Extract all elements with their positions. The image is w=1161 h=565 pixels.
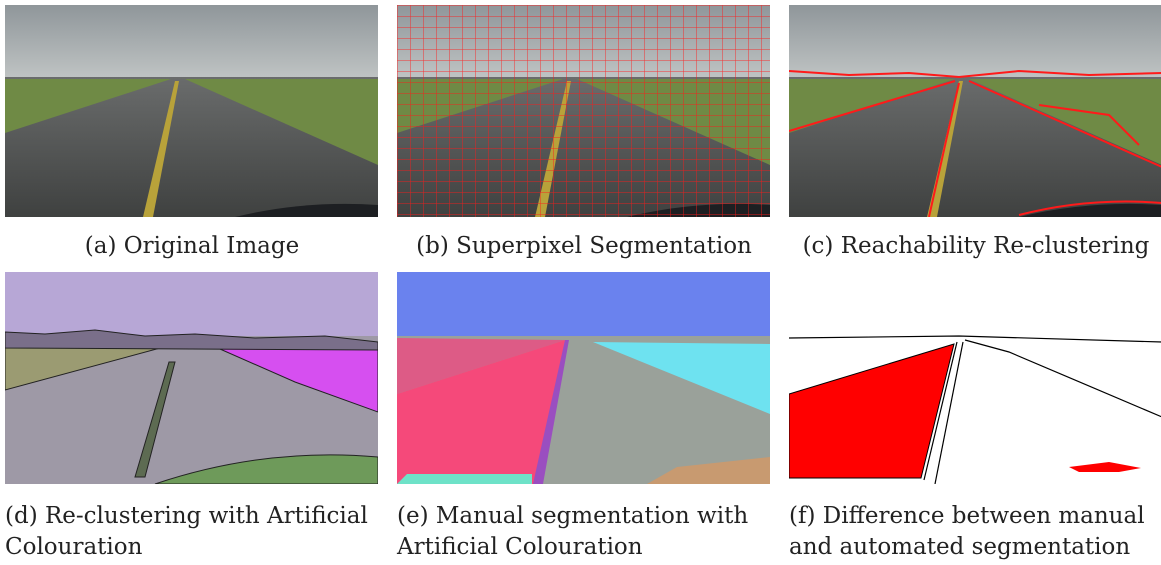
caption: (a) Original Image <box>2 231 382 262</box>
figure: (a) Original Image (b) Superpixel Segmen… <box>0 0 1161 565</box>
caption: (d) Re-clustering with Artificial Colour… <box>5 501 385 563</box>
difference-map <box>789 272 1161 484</box>
photo-original <box>5 5 378 217</box>
photo-reachability <box>789 5 1161 217</box>
caption: (c) Reachability Re-clustering <box>786 231 1161 262</box>
photo-superpixel <box>397 5 770 217</box>
caption: (b) Superpixel Segmentation <box>394 231 774 262</box>
caption: (f) Difference between manual and automa… <box>789 501 1161 563</box>
manual-segmentation <box>397 272 770 484</box>
colour-reclustering <box>5 272 378 484</box>
caption: (e) Manual segmentation with Artificial … <box>397 501 777 563</box>
